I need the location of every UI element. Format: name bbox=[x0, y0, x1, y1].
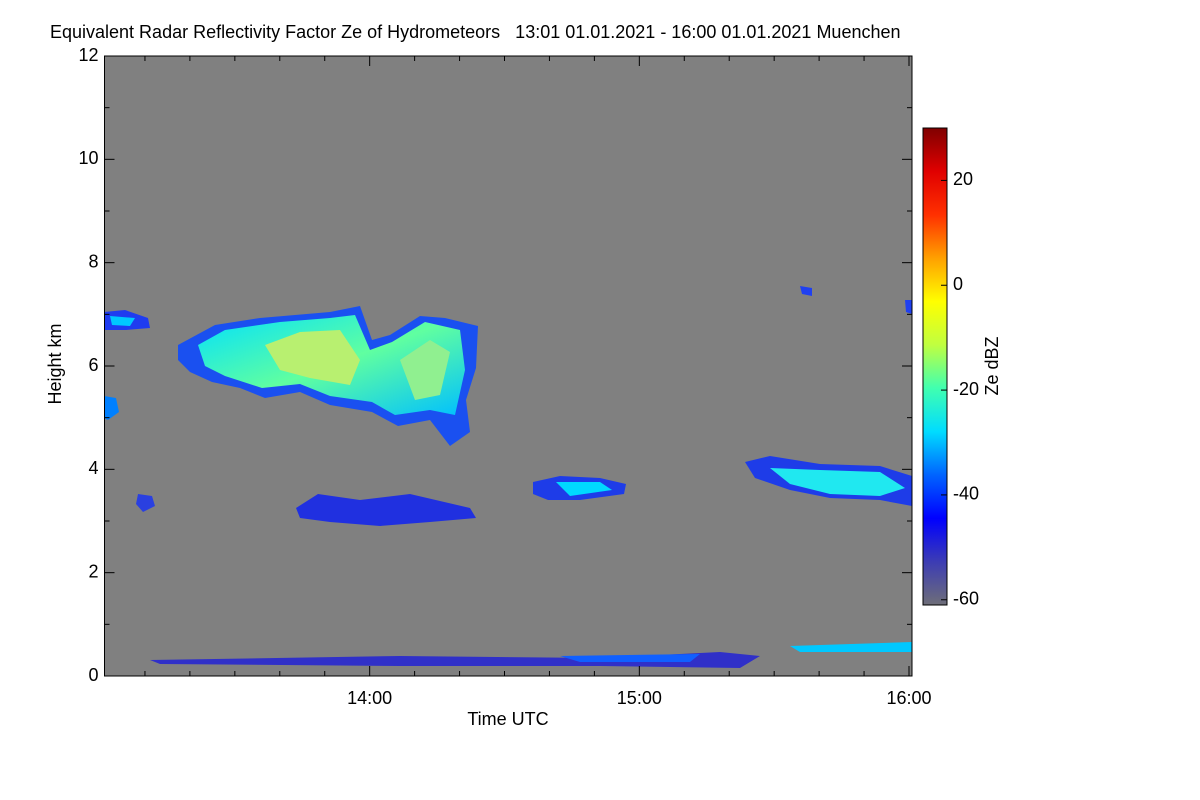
colorbar-tick-label: -40 bbox=[953, 484, 979, 504]
y-tick-label: 10 bbox=[78, 148, 98, 168]
colorbar-tick-label: 20 bbox=[953, 169, 973, 189]
y-tick-label: 2 bbox=[88, 561, 98, 581]
y-tick-label: 12 bbox=[78, 45, 98, 65]
y-tick-label: 8 bbox=[88, 251, 98, 271]
x-tick-label: 14:00 bbox=[347, 688, 392, 708]
y-tick-label: 6 bbox=[88, 355, 98, 375]
y-tick-label: 0 bbox=[88, 665, 98, 685]
colorbar-tick-label: 0 bbox=[953, 274, 963, 294]
colorbar bbox=[922, 127, 948, 606]
y-tick-label: 4 bbox=[88, 458, 98, 478]
radar-echoes bbox=[104, 286, 912, 668]
x-tick-label: 16:00 bbox=[886, 688, 931, 708]
x-axis-label: Time UTC bbox=[467, 709, 548, 729]
y-axis-label: Height km bbox=[45, 323, 65, 404]
colorbar-tick-label: -60 bbox=[953, 589, 979, 609]
colorbar-tick-label: -20 bbox=[953, 379, 979, 399]
x-tick-label: 15:00 bbox=[617, 688, 662, 708]
chart-title: Equivalent Radar Reflectivity Factor Ze … bbox=[50, 22, 901, 42]
colorbar-label: Ze dBZ bbox=[982, 336, 1002, 395]
